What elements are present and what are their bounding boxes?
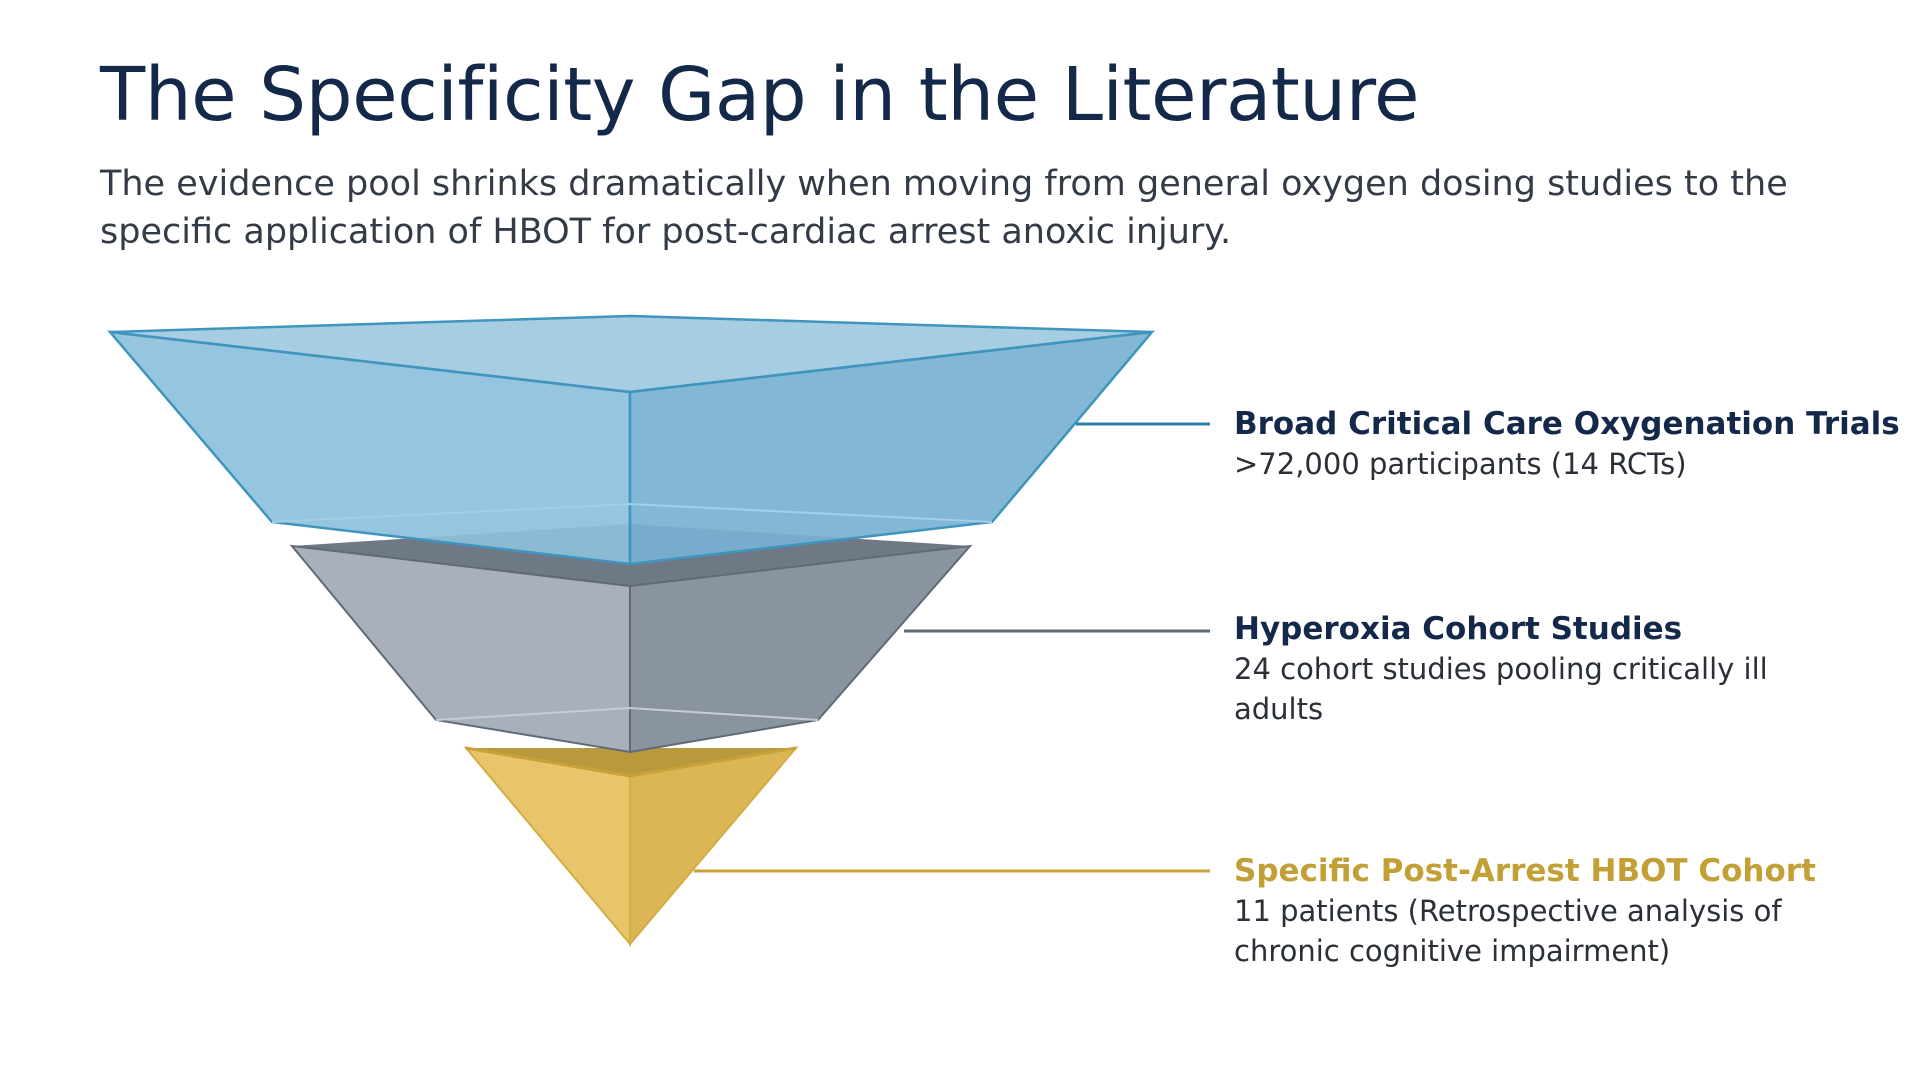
level-title: Broad Critical Care Oxygenation Trials (1234, 406, 1900, 442)
level-description-line: 11 patients (Retrospective analysis of (1234, 894, 1782, 928)
level-label-hyperoxia: Hyperoxia Cohort Studies 24 cohort studi… (1234, 609, 1768, 729)
level-label-broad: Broad Critical Care Oxygenation Trials >… (1234, 404, 1900, 484)
level-description: 24 cohort studies pooling critically ill… (1234, 649, 1768, 729)
level-title: Hyperoxia Cohort Studies (1234, 611, 1683, 647)
level-description: 11 patients (Retrospective analysis of c… (1234, 891, 1816, 971)
page-title: The Specificity Gap in the Literature (100, 52, 1420, 138)
level-description-line: adults (1234, 692, 1324, 726)
page-subtitle: The evidence pool shrinks dramatically w… (100, 160, 1788, 256)
subtitle-line-2: specific application of HBOT for post-ca… (100, 212, 1232, 252)
level-description-line: chronic cognitive impairment) (1234, 934, 1671, 968)
funnel-tier-hbot (463, 746, 799, 947)
level-description: >72,000 participants (14 RCTs) (1234, 444, 1900, 484)
level-description-line: >72,000 participants (14 RCTs) (1234, 447, 1687, 481)
funnel-tier-broad (106, 314, 1155, 566)
level-description-line: 24 cohort studies pooling critically ill (1234, 652, 1768, 686)
subtitle-line-1: The evidence pool shrinks dramatically w… (100, 164, 1788, 204)
level-title: Specific Post-Arrest HBOT Cohort (1234, 853, 1816, 889)
level-label-hbot: Specific Post-Arrest HBOT Cohort 11 pati… (1234, 851, 1816, 971)
